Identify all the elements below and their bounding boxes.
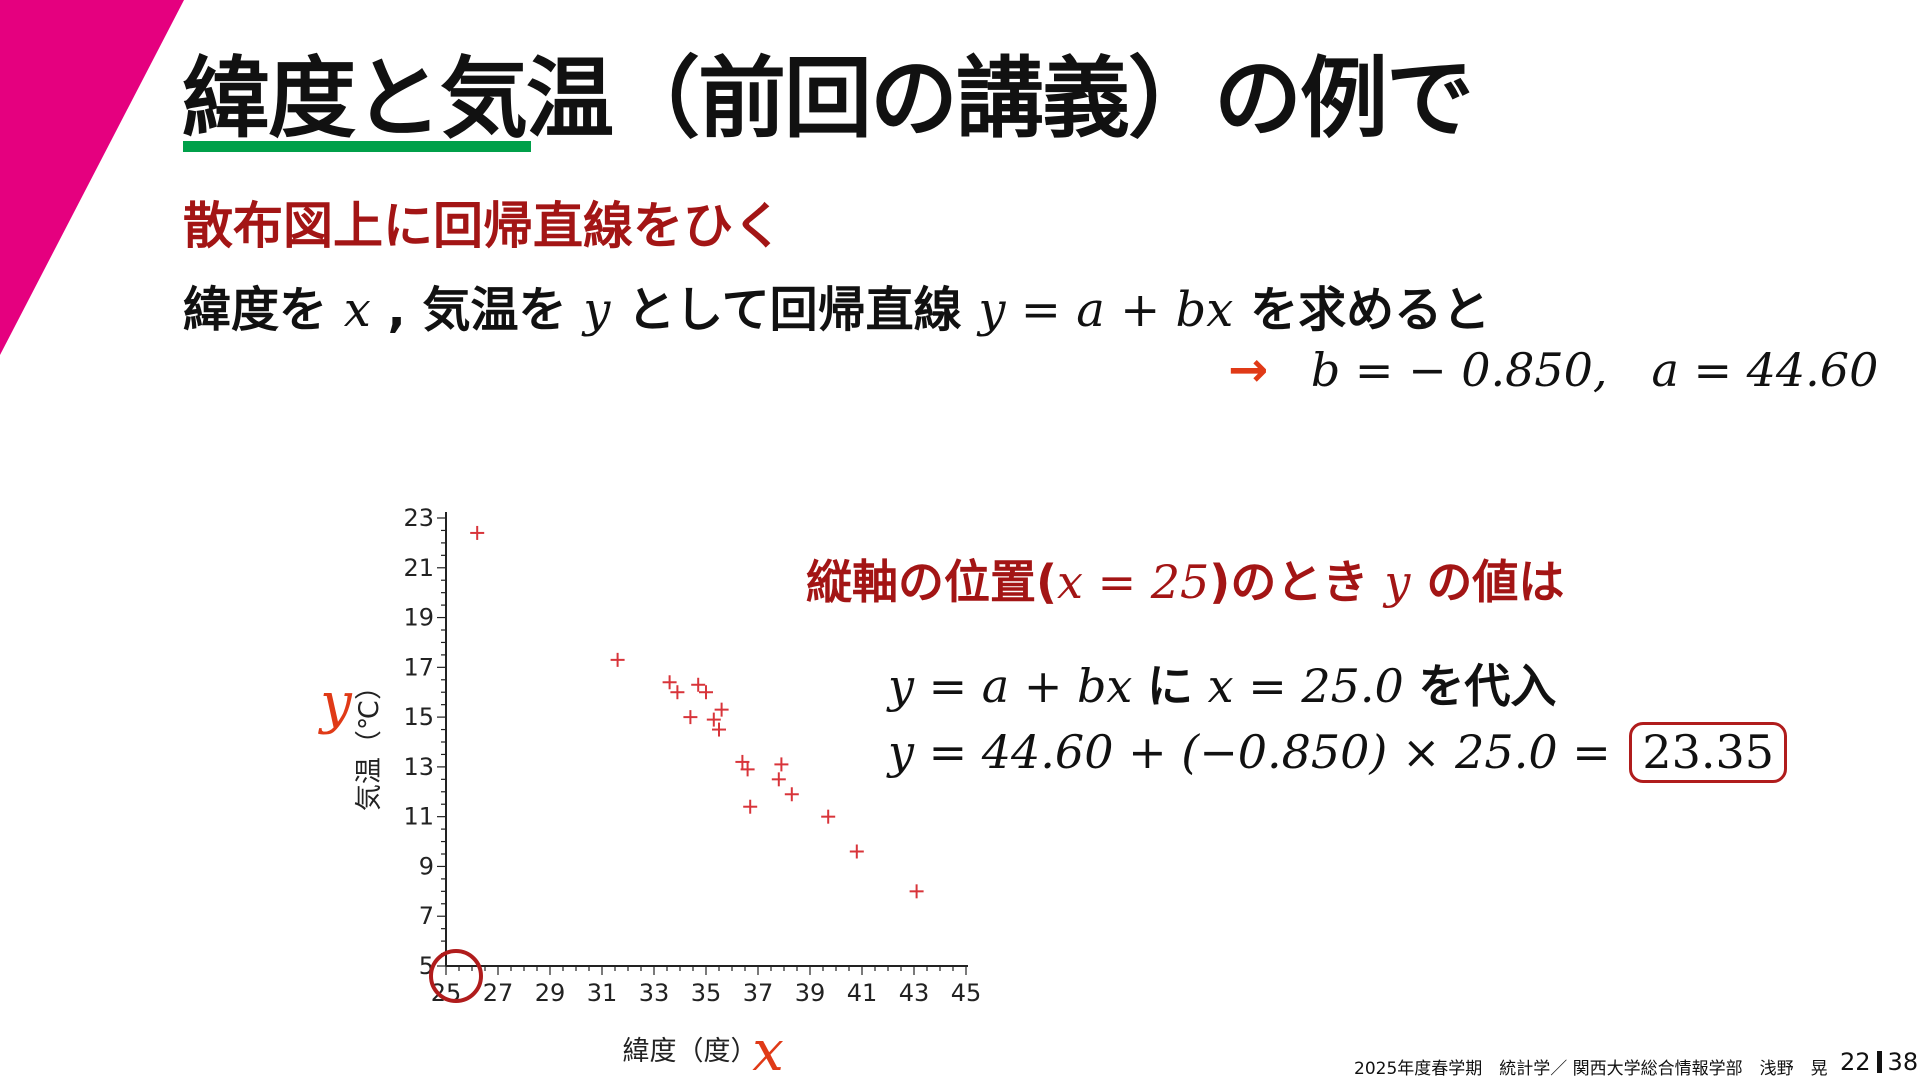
x-tick-label: 43 — [899, 979, 930, 1007]
intro-part3: として回帰直線 — [627, 282, 962, 338]
intro-part2: 気温を — [422, 282, 567, 338]
answer-value-box: 23.35 — [1629, 722, 1788, 784]
slide-subtitle: 散布図上に回帰直線をひく — [183, 197, 783, 255]
data-point — [821, 809, 836, 824]
data-point — [670, 685, 685, 700]
intro-var-x: x — [343, 282, 371, 338]
y-tick-label: 21 — [403, 554, 434, 582]
x-variable-label: x — [752, 1019, 784, 1080]
note-var-y: y — [1384, 555, 1411, 609]
note-expr: x = 25 — [1057, 555, 1210, 609]
x-tick-label: 39 — [795, 979, 826, 1007]
y-tick-label: 17 — [403, 653, 434, 681]
calculation-line: y = 44.60 + (−0.850) × 25.0 = 23.35 — [888, 722, 1788, 784]
x-tick-label: 31 — [587, 979, 618, 1007]
data-point — [735, 754, 750, 769]
note-part3: の値は — [1426, 555, 1565, 609]
y-tick-label: 19 — [403, 604, 434, 632]
intro-formula: y = a + bx — [978, 282, 1234, 338]
x-tick-label: 41 — [847, 979, 878, 1007]
y-tick-label: 15 — [403, 703, 434, 731]
data-point — [706, 712, 721, 727]
data-point — [714, 702, 729, 717]
page-total: 38 — [1887, 1048, 1919, 1076]
intro-part1: 緯度を — [183, 282, 328, 338]
eq1-particle: に — [1147, 659, 1193, 713]
intro-line: 緯度を x , 気温を y として回帰直線 y = a + bx を求めると — [183, 270, 1490, 340]
intro-comma: , — [387, 282, 406, 338]
data-point — [683, 710, 698, 725]
note-part2: )のとき — [1209, 555, 1369, 609]
slide-title: 緯度と気温（前回の講義）の例で — [182, 47, 1474, 150]
highlight-circle — [429, 949, 483, 1003]
note-line: 縦軸の位置(x = 25)のとき y の値は — [806, 546, 1564, 612]
data-point — [740, 762, 755, 777]
intro-part4: を求めると — [1250, 282, 1491, 338]
x-tick-label: 45 — [951, 979, 982, 1007]
x-axis-label: 緯度（度） — [623, 1036, 758, 1067]
y-tick-label: 23 — [403, 504, 434, 532]
page-number: 22 38 — [1840, 1048, 1918, 1076]
page-separator — [1876, 1051, 1882, 1073]
x-tick-label: 37 — [743, 979, 774, 1007]
result-arrow-icon: → — [1228, 342, 1269, 398]
data-point — [470, 525, 485, 540]
data-point — [662, 675, 677, 690]
corner-accent-shape — [0, 0, 184, 355]
x-tick-label: 29 — [535, 979, 566, 1007]
data-point — [712, 722, 726, 737]
data-point — [774, 757, 789, 772]
substitution-line: y = a + bx に x = 25.0 を代入 — [888, 650, 1556, 716]
data-point — [849, 844, 864, 859]
data-point — [909, 884, 924, 899]
result-line: → b = − 0.850, a = 44.60 — [1228, 342, 1878, 398]
eq1-tail: を代入 — [1418, 659, 1557, 713]
data-point — [610, 652, 625, 667]
y-axis-label: 気温（℃） — [354, 673, 385, 811]
data-point — [771, 772, 786, 787]
y-variable-label: y — [317, 671, 353, 736]
data-point — [743, 799, 758, 814]
result-a: a = 44.60 — [1651, 343, 1879, 397]
y-tick-label: 9 — [419, 852, 434, 880]
result-b: b = − 0.850, — [1310, 343, 1608, 397]
title-underline — [183, 141, 531, 152]
y-tick-label: 11 — [403, 803, 434, 831]
note-part1: 縦軸の位置( — [806, 555, 1058, 609]
footer-text: 2025年度春学期 統計学／ 関西大学総合情報学部 浅野 晃 — [1354, 1059, 1828, 1079]
eq1-formula: y = a + bx — [888, 659, 1133, 713]
y-tick-label: 7 — [419, 902, 434, 930]
x-tick-label: 27 — [483, 979, 514, 1007]
x-tick-label: 35 — [691, 979, 722, 1007]
eq2-lhs: y = 44.60 + (−0.850) × 25.0 = — [888, 725, 1611, 779]
data-point — [784, 787, 799, 802]
page-current: 22 — [1840, 1048, 1871, 1076]
data-point — [699, 685, 713, 700]
intro-var-y: y — [583, 282, 611, 338]
scatter-chart: 25 27 29 31 33 35 37 39 41 43 4557911131517192123緯… — [317, 504, 982, 1080]
eq1-sub: x = 25.0 — [1207, 659, 1404, 713]
data-point — [691, 677, 706, 692]
y-tick-label: 13 — [403, 753, 434, 781]
x-tick-label: 33 — [639, 979, 670, 1007]
